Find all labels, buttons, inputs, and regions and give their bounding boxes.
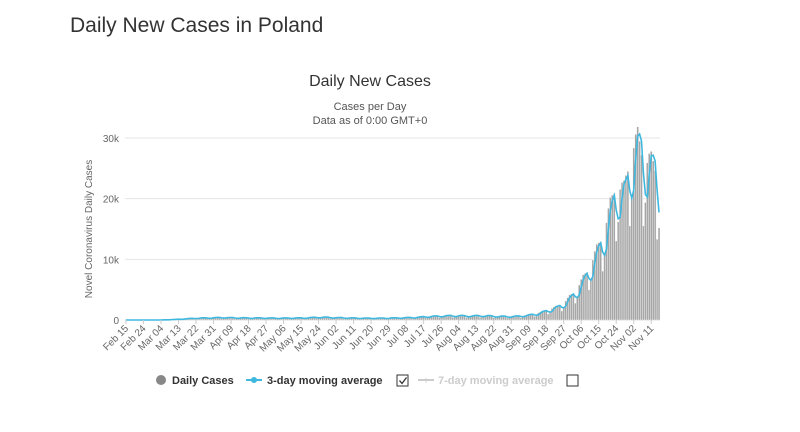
bar bbox=[638, 140, 641, 321]
bar bbox=[492, 317, 495, 321]
bar bbox=[576, 296, 579, 321]
line-3-day-average bbox=[126, 132, 660, 321]
checkbox-3-day-average[interactable] bbox=[396, 374, 409, 387]
bar bbox=[506, 317, 509, 321]
chart-subtitle-line-1: Cases per Day bbox=[334, 101, 407, 113]
legend-label-3-day-average: 3-day moving average bbox=[267, 375, 383, 387]
checkbox-7-day-average[interactable] bbox=[566, 374, 579, 387]
bar-series-daily-cases bbox=[159, 126, 661, 321]
legend-marker-daily-cases bbox=[156, 375, 166, 385]
bar bbox=[478, 317, 482, 321]
bar bbox=[601, 270, 604, 321]
y-axis-label: Novel Coronavirus Daily Cases bbox=[84, 160, 95, 298]
bar bbox=[329, 318, 332, 321]
bar bbox=[640, 154, 643, 321]
bar bbox=[655, 238, 659, 321]
legend-label-daily-cases: Daily Cases bbox=[172, 375, 234, 387]
bar bbox=[220, 318, 223, 321]
legend-item-3-day-average[interactable]: 3-day moving average bbox=[246, 375, 383, 387]
bar bbox=[574, 302, 577, 321]
bar bbox=[626, 171, 630, 321]
bar bbox=[546, 313, 550, 321]
y-axis-ticks: 0 10k 20k 30k bbox=[103, 134, 120, 327]
bar bbox=[533, 316, 536, 321]
bar bbox=[613, 193, 616, 321]
bar bbox=[622, 180, 626, 321]
bar bbox=[438, 317, 441, 321]
bar bbox=[650, 151, 653, 321]
bar bbox=[653, 170, 657, 321]
legend-item-daily-cases[interactable]: Daily Cases bbox=[156, 375, 234, 387]
bar bbox=[628, 225, 631, 321]
bar bbox=[585, 272, 589, 321]
y-tick-label: 30k bbox=[103, 134, 120, 145]
bar bbox=[562, 307, 565, 321]
bar bbox=[652, 160, 655, 321]
bar bbox=[451, 317, 454, 321]
bar bbox=[636, 126, 639, 321]
bar bbox=[583, 273, 587, 321]
bar bbox=[572, 293, 575, 321]
bar bbox=[410, 318, 414, 321]
bar bbox=[589, 278, 593, 321]
bar bbox=[570, 293, 573, 321]
legend-label-7-day-average: 7-day moving average bbox=[438, 375, 554, 387]
y-tick-label: 20k bbox=[103, 195, 120, 206]
legend-item-7-day-average[interactable]: + 7-day moving average bbox=[418, 375, 554, 387]
bar bbox=[597, 242, 600, 321]
y-tick-label: 0 bbox=[113, 316, 119, 327]
legend-marker-7-day: + bbox=[423, 376, 429, 387]
y-tick-label: 10k bbox=[103, 255, 120, 266]
bar bbox=[642, 225, 645, 321]
chart-title: Daily New Cases bbox=[309, 73, 431, 90]
checkmark-icon bbox=[399, 377, 408, 385]
line-series-3-day-average bbox=[126, 132, 660, 321]
bar bbox=[587, 289, 591, 321]
bar bbox=[644, 202, 647, 321]
page-heading: Daily New Cases in Poland bbox=[70, 14, 324, 37]
legend: Daily Cases 3-day moving average + 7-day… bbox=[156, 374, 579, 387]
bar bbox=[519, 317, 523, 321]
bar bbox=[611, 194, 614, 321]
bar bbox=[603, 252, 606, 321]
bar bbox=[560, 310, 563, 321]
bar bbox=[424, 317, 427, 321]
bar bbox=[617, 221, 620, 321]
bar bbox=[599, 241, 602, 321]
bar bbox=[657, 227, 661, 321]
bar bbox=[548, 311, 552, 321]
bar bbox=[465, 317, 468, 321]
bar bbox=[556, 305, 560, 321]
bar bbox=[315, 318, 318, 321]
chart-subtitle-line-2: Data as of 0:00 GMT+0 bbox=[313, 115, 428, 127]
legend-marker-3-day bbox=[251, 377, 257, 383]
bar bbox=[630, 196, 633, 321]
bar bbox=[624, 175, 628, 321]
bar bbox=[558, 305, 561, 321]
bar bbox=[615, 240, 618, 321]
